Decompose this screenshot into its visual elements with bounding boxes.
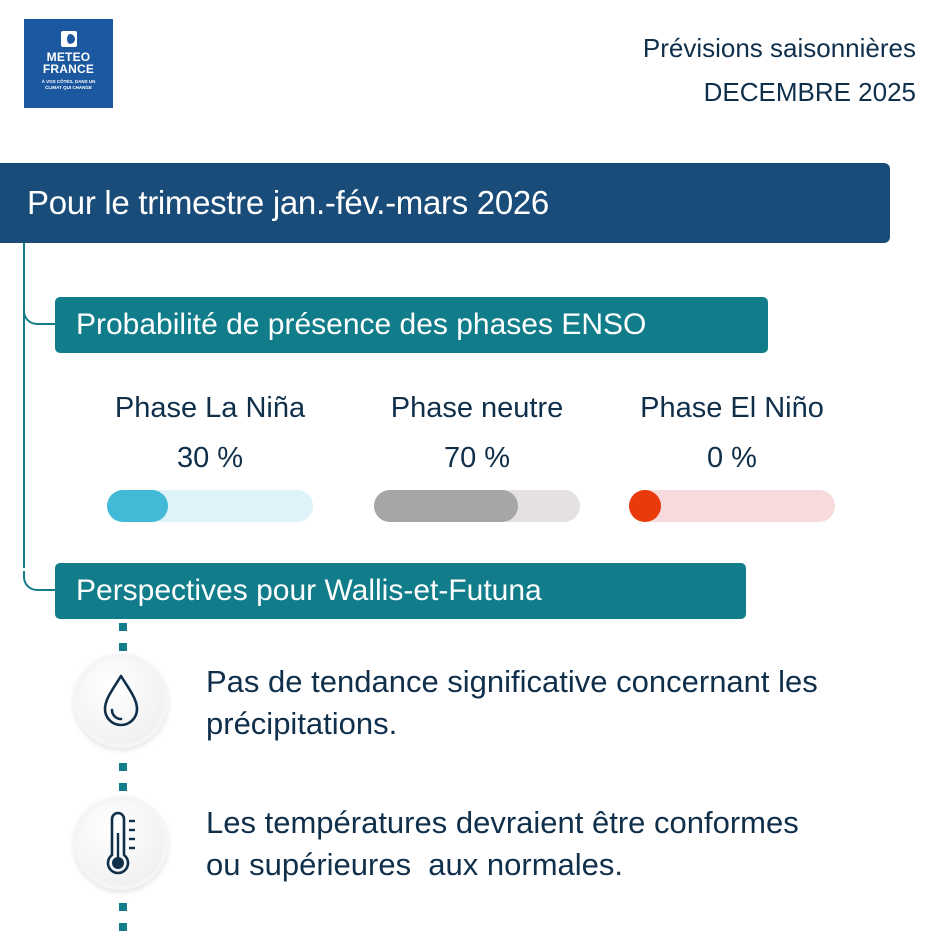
outlook-section-header: Perspectives pour Wallis-et-Futuna: [55, 563, 746, 619]
water-drop-icon: [103, 674, 139, 727]
phase-la-nina: Phase La Niña 30 %: [90, 388, 330, 522]
probability-bar-track: [629, 490, 835, 522]
header-issue-month: DECEMBRE 2025: [703, 77, 916, 107]
logo-tagline: À VOS CÔTÉS, DANS UN CLIMAT QUI CHANGE: [42, 79, 96, 91]
phase-name: Phase neutre: [390, 392, 564, 424]
connector-dot: [119, 783, 127, 791]
logo-title-line2: FRANCE: [42, 62, 95, 76]
document-header: Prévisions saisonnières DECEMBRE 2025: [643, 26, 916, 114]
phase-value: 30 %: [176, 442, 244, 474]
connector-dot: [119, 923, 127, 931]
phase-name: Phase La Niña: [114, 392, 306, 424]
phase-value: 0 %: [707, 442, 757, 474]
phase-value: 70 %: [443, 442, 511, 474]
header-subtitle: Prévisions saisonnières: [642, 33, 916, 63]
probability-bar-fill: [374, 490, 518, 522]
meteo-france-emblem-icon: [60, 31, 77, 47]
meteo-france-logo: METEO FRANCE À VOS CÔTÉS, DANS UN CLIMAT…: [24, 19, 113, 108]
connector-dot: [119, 623, 127, 631]
precipitation-icon-badge: [74, 654, 168, 748]
period-banner: Pour le trimestre jan.-fév.-mars 2026: [0, 163, 890, 243]
probability-bar-track: [374, 490, 580, 522]
phase-el-nino: Phase El Niño 0 %: [612, 388, 852, 522]
enso-section-header: Probabilité de présence des phases ENSO: [55, 297, 768, 353]
dotted-connector: [119, 620, 127, 940]
temperature-outlook-text: Les températures devraient être conforme…: [206, 805, 799, 882]
probability-bar-fill: [629, 490, 661, 522]
logo-tagline-line2: CLIMAT QUI CHANGE: [45, 85, 92, 90]
outlook-section-title: Perspectives pour Wallis-et-Futuna: [76, 574, 542, 607]
connector-dot: [119, 903, 127, 911]
logo-title: METEO FRANCE: [43, 51, 94, 75]
probability-bar-fill: [107, 490, 168, 522]
logo-tagline-line1: À VOS CÔTÉS, DANS UN: [41, 79, 96, 84]
enso-section-title: Probabilité de présence des phases ENSO: [76, 308, 647, 341]
logo-title-line1: METEO: [46, 50, 91, 64]
connector-dot: [119, 643, 127, 651]
tree-connector-hook-enso: [23, 305, 56, 325]
tree-connector-line: [23, 243, 25, 568]
phase-name: Phase El Niño: [640, 392, 824, 424]
period-title: Pour le trimestre jan.-fév.-mars 2026: [27, 184, 549, 221]
temperature-icon-badge: [74, 796, 168, 890]
probability-bar-track: [107, 490, 313, 522]
thermometer-icon: [106, 811, 135, 875]
connector-dot: [119, 763, 127, 771]
precipitation-outlook-text: Pas de tendance significative concernant…: [206, 664, 818, 741]
phase-neutre: Phase neutre 70 %: [357, 388, 597, 522]
tree-connector-hook-outlook: [23, 571, 56, 591]
